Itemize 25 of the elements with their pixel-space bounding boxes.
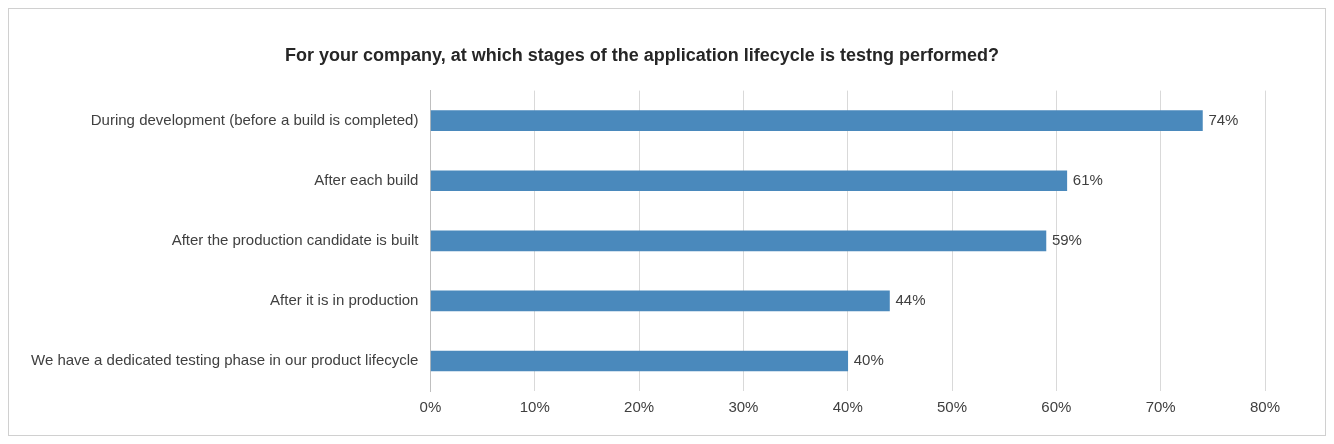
x-tick-label: 30% — [728, 398, 759, 416]
data-label: 59% — [1051, 230, 1082, 248]
bar — [430, 170, 1068, 192]
y-tick-label: During development (before a build is completed) — [90, 110, 419, 128]
y-tick-label: After the production candidate is built — [171, 230, 420, 248]
data-label: 44% — [895, 291, 926, 309]
y-tick-label: After it is in production — [270, 291, 419, 309]
y-tick-label: We have a dedicated testing phase in our product lifecycle — [30, 351, 419, 369]
bar — [430, 290, 890, 312]
data-label: 74% — [1208, 110, 1239, 128]
chart-title: For your company, at which stages of the application lifecycle is testng performed? — [285, 44, 999, 65]
x-tick-label: 10% — [519, 398, 550, 416]
data-label: 61% — [1072, 170, 1103, 188]
bar — [430, 110, 1203, 131]
x-tick-label: 80% — [1249, 398, 1281, 416]
bar — [430, 230, 1047, 252]
x-tick-label: 20% — [624, 398, 655, 416]
x-tick-label: 70% — [1145, 398, 1176, 416]
x-tick-label: 50% — [937, 398, 968, 416]
data-label: 40% — [853, 351, 884, 369]
x-tick-label: 40% — [832, 398, 863, 416]
bar — [430, 350, 849, 372]
y-tick-label: After each build — [314, 170, 419, 188]
x-tick-label: 60% — [1041, 398, 1072, 416]
x-tick-label: 0% — [419, 398, 442, 416]
